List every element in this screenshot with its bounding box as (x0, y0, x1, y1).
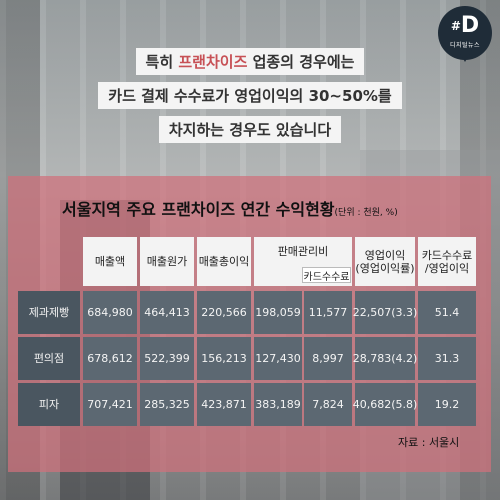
headline-line-3: 차지하는 경우도 있습니다 (158, 116, 342, 143)
headline-line-2: 카드 결제 수수료가 영업이익의 30~50%를 (98, 82, 402, 109)
header-gross-profit: 매출총이익 (197, 237, 251, 286)
news-badge-logo: #D 디지털뉴스 (438, 6, 492, 60)
header-fee-ratio: 카드수수료/영업이익 (418, 237, 476, 286)
table-cell: 31.3 (418, 337, 476, 380)
table-cell: 464,413 (140, 291, 194, 334)
table-cell: 198,059 (254, 291, 302, 334)
table-cell: 220,566 (197, 291, 251, 334)
table-unit: (단위 : 천원, %) (334, 208, 398, 218)
table-cell: 127,430 (254, 337, 302, 380)
table-cell: 28,783(4.2) (353, 337, 417, 380)
table-title: 서울지역 주요 프랜차이즈 연간 수익현황(단위 : 천원, %) (62, 200, 398, 219)
table-cell: 684,980 (83, 291, 137, 334)
badge-text: 디지털뉴스 (449, 42, 481, 49)
header-cost: 매출원가 (140, 237, 194, 286)
header-sales: 매출액 (83, 237, 137, 286)
headline-bold-percent: 30~50% (308, 87, 378, 105)
headline: 특히 프랜차이즈 업종의 경우에는 카드 결제 수수료가 영업이익의 30~50… (0, 45, 500, 147)
badge-pin-icon (458, 50, 472, 62)
source-note: 자료 : 서울시 (398, 436, 460, 449)
row-label-pizza: 피자 (18, 383, 80, 426)
table-cell: 40,682(5.8) (353, 383, 417, 426)
table-cell: 19.2 (418, 383, 476, 426)
headline-accent: 프랜차이즈 (178, 53, 248, 71)
table-cell: 707,421 (83, 383, 137, 426)
table-cell: 22,507(3.3) (353, 291, 417, 334)
table-cell: 423,871 (197, 383, 251, 426)
table-cell: 11,577 (304, 291, 352, 334)
table-cell: 8,997 (304, 337, 352, 380)
table-cell: 522,399 (140, 337, 194, 380)
table-cell: 7,824 (304, 383, 352, 426)
table-cell: 156,213 (197, 337, 251, 380)
row-label-bakery: 제과제빵 (18, 291, 80, 334)
header-operating-profit: 영업이익 (영업이익률) (355, 237, 415, 286)
row-label-convenience-store: 편의점 (18, 337, 80, 380)
table-cell: 678,612 (83, 337, 137, 380)
header-card-fee: 카드수수료 (302, 267, 351, 283)
table-cell: 285,325 (140, 383, 194, 426)
table-cell: 51.4 (418, 291, 476, 334)
table-cell: 383,189 (254, 383, 302, 426)
badge-mark: #D (450, 13, 480, 38)
headline-line-1: 특히 프랜차이즈 업종의 경우에는 (135, 48, 365, 75)
